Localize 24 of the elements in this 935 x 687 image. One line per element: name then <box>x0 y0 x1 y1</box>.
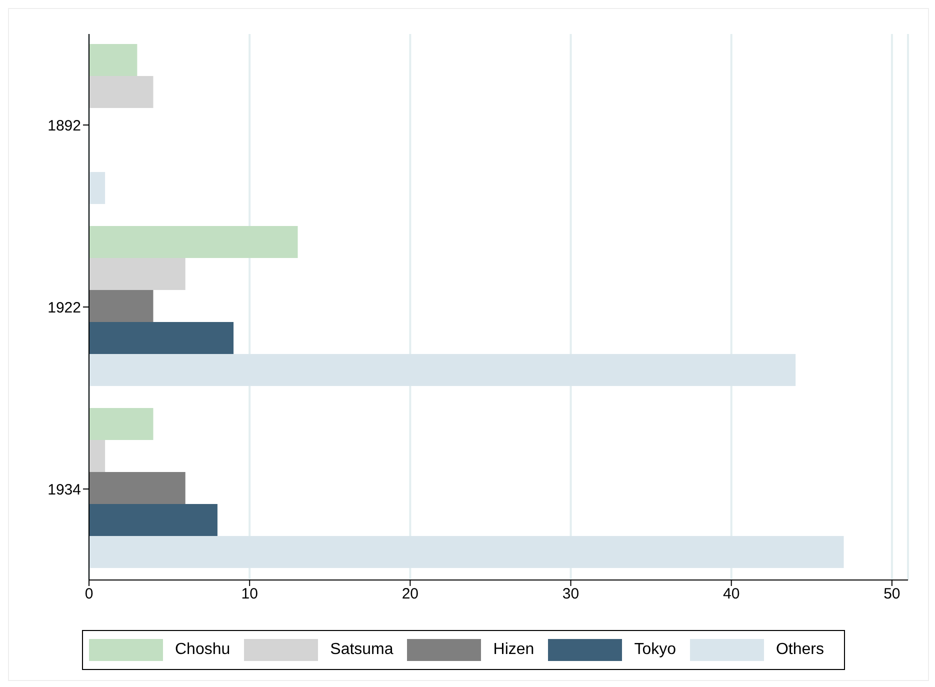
bar <box>89 322 234 354</box>
bar <box>89 290 154 322</box>
x-tick-label: 0 <box>84 586 94 603</box>
legend-label: Satsuma <box>330 641 394 659</box>
legend-label: Tokyo <box>634 641 676 659</box>
y-tick-label: 1922 <box>48 299 81 316</box>
x-tick-label: 40 <box>723 586 740 603</box>
x-tick-label: 50 <box>884 586 900 603</box>
legend-label: Choshu <box>174 641 230 659</box>
bar <box>89 472 186 504</box>
bar <box>89 258 186 290</box>
y-tick-label: 1934 <box>48 481 81 498</box>
bar <box>89 44 138 76</box>
legend-label: Others <box>776 641 824 659</box>
x-tick-label: 10 <box>241 586 258 603</box>
bar <box>89 76 154 108</box>
bar <box>89 440 106 472</box>
x-tick-label: 20 <box>402 586 419 603</box>
bar <box>89 504 218 536</box>
x-tick-label: 30 <box>562 586 580 603</box>
y-tick-label: 1892 <box>48 117 81 134</box>
legend-label: Hizen <box>493 641 534 659</box>
bar <box>89 408 154 440</box>
bar <box>89 226 298 258</box>
